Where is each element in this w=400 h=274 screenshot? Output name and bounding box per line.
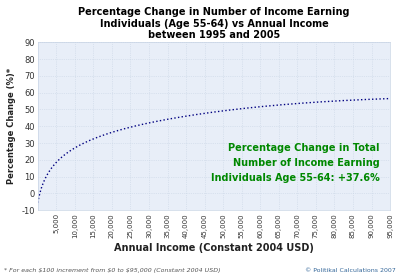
Title: Percentage Change in Number of Income Earning
Individuals (Age 55-64) vs Annual : Percentage Change in Number of Income Ea… <box>78 7 350 40</box>
X-axis label: Annual Income (Constant 2004 USD): Annual Income (Constant 2004 USD) <box>114 243 314 253</box>
Y-axis label: Percentage Change (%)*: Percentage Change (%)* <box>7 68 16 184</box>
Text: © Politikal Calculations 2007: © Politikal Calculations 2007 <box>305 268 396 273</box>
Text: Percentage Change in Total
Number of Income Earning
Individuals Age 55-64: +37.6: Percentage Change in Total Number of Inc… <box>211 144 380 183</box>
Text: * For each $100 increment from $0 to $95,000 (Constant 2004 USD): * For each $100 increment from $0 to $95… <box>4 268 221 273</box>
